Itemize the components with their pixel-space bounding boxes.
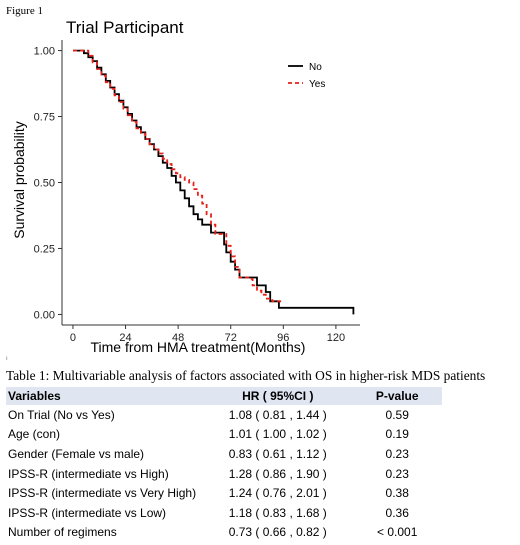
cell-pvalue: 0.19	[385, 427, 409, 442]
cell-hr: 1.28 ( 0.86 , 1.90 )	[228, 466, 327, 481]
figure-label: Figure 1	[6, 5, 43, 17]
cell-variable: IPSS-R (intermediate vs Very High)	[8, 486, 197, 501]
series-line-no	[73, 49, 355, 315]
chart-axes: 0.00 0.25 0.50 0.75 1.00 0 24 48 72 96 120	[34, 40, 360, 344]
table-row: Age (con) 1.01 ( 1.00 , 1.02 ) 0.19	[6, 425, 442, 445]
cell-variable: On Trial (No vs Yes)	[8, 407, 115, 422]
legend-label-no: No	[309, 62, 322, 73]
header-hr: HR ( 95%CI )	[203, 387, 353, 405]
cell-hr: 0.83 ( 0.61 , 1.12 )	[228, 446, 327, 461]
table-row: IPSS-R (intermediate vs Very High) 1.24 …	[6, 483, 442, 503]
cell-hr: 1.08 ( 0.81 , 1.44 )	[228, 407, 327, 422]
km-survival-chart: 0.00 0.25 0.50 0.75 1.00 0 24 48 72 96 120 No Yes T…	[11, 40, 360, 355]
cell-pvalue: 0.23	[385, 466, 409, 481]
x-axis-label: Time from HMA treatment(Months)	[91, 339, 306, 355]
cell-variable: Gender (Female vs male)	[8, 446, 145, 461]
series-line-yes	[73, 49, 282, 303]
cell-variable: Age (con)	[8, 427, 61, 442]
table-row: IPSS-R (intermediate vs Low) 1.18 ( 0.83…	[6, 503, 442, 523]
x-tick-label: 96	[277, 332, 289, 344]
chart-title: Trial Participant	[66, 18, 184, 37]
header-variables: Variables	[6, 387, 204, 405]
cell-pvalue: < 0.001	[377, 525, 418, 540]
cell-hr: 0.73 ( 0.66 , 0.82 )	[228, 525, 327, 540]
multivariable-table: Variables HR ( 95%CI ) P-value On Trial …	[6, 387, 442, 542]
y-tick-label: 0.75	[34, 112, 55, 124]
y-tick-label: 0.50	[34, 178, 55, 190]
y-tick-label: 0.25	[34, 243, 55, 255]
x-tick-label: 48	[172, 332, 184, 344]
cell-variable: IPSS-R (intermediate vs Low)	[8, 505, 167, 520]
cell-variable: Number of regimens	[8, 525, 117, 540]
y-tick-label: 0.00	[34, 309, 55, 321]
x-tick-label: 0	[70, 332, 76, 344]
cell-pvalue: 0.23	[385, 446, 409, 461]
cell-hr: 1.18 ( 0.83 , 1.68 )	[228, 505, 327, 520]
table-row: Gender (Female vs male) 0.83 ( 0.61 , 1.…	[6, 444, 442, 464]
cell-variable: IPSS-R (intermediate vs High)	[8, 466, 169, 481]
x-tick-label: 120	[327, 332, 345, 344]
table-caption: Table 1: Multivariable analysis of facto…	[6, 368, 486, 383]
series-layer	[73, 49, 355, 315]
cell-pvalue: 0.38	[385, 486, 409, 501]
table-row: Number of regimens 0.73 ( 0.66 , 0.82 ) …	[6, 523, 442, 543]
x-tick-label: 24	[119, 332, 131, 344]
footnote-mark: ı	[6, 356, 8, 362]
cell-hr: 1.01 ( 1.00 , 1.02 )	[228, 427, 327, 442]
cell-pvalue: 0.36	[385, 505, 409, 520]
header-pvalue: P-value	[352, 387, 442, 405]
cell-hr: 1.24 ( 0.76 , 2.01 )	[228, 486, 327, 501]
cell-pvalue: 0.59	[385, 407, 409, 422]
legend-label-yes: Yes	[309, 79, 325, 90]
x-tick-label: 72	[225, 332, 237, 344]
table-row: On Trial (No vs Yes) 1.08 ( 0.81 , 1.44 …	[6, 405, 442, 425]
chart-legend: No Yes	[288, 62, 325, 90]
table-row: IPSS-R (intermediate vs High) 1.28 ( 0.8…	[6, 464, 442, 484]
y-axis-label: Survival probability	[11, 121, 27, 239]
table-header-row: Variables HR ( 95%CI ) P-value	[6, 387, 442, 405]
y-tick-label: 1.00	[34, 46, 55, 58]
